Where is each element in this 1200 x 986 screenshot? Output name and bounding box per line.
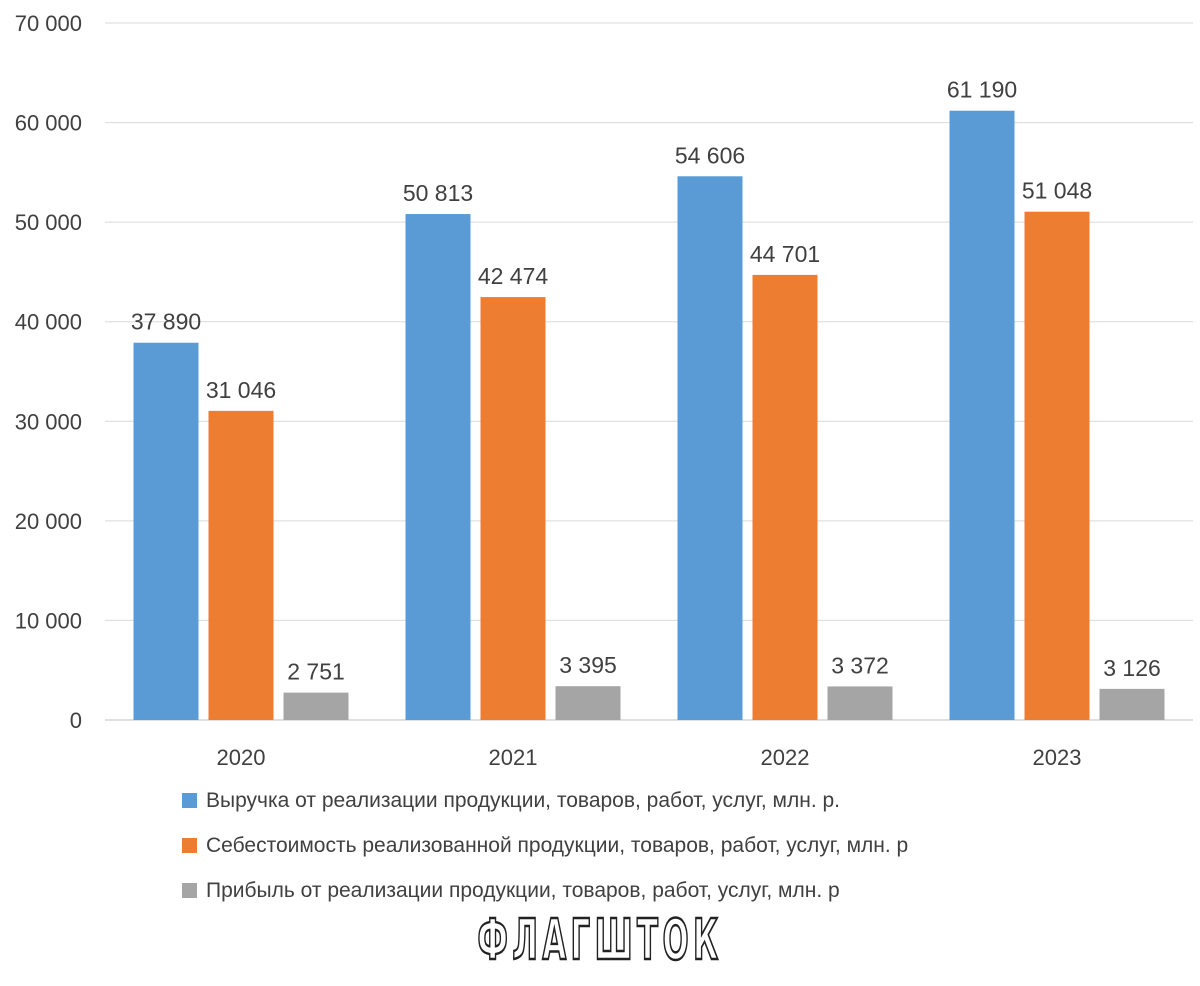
x-tick-label: 2022 — [761, 745, 810, 770]
data-label: 50 813 — [403, 180, 473, 206]
bar — [133, 342, 199, 720]
data-label: 31 046 — [206, 377, 276, 403]
legend-label-profit: Прибыль от реализации продукции, товаров… — [206, 878, 840, 902]
bar — [283, 692, 349, 720]
legend-label-revenue: Выручка от реализации продукции, товаров… — [206, 788, 840, 812]
y-tick-label: 30 000 — [15, 409, 82, 434]
y-tick-label: 10 000 — [15, 608, 82, 633]
bar — [1024, 211, 1090, 721]
data-label: 51 048 — [1022, 178, 1092, 204]
y-tick-label: 60 000 — [15, 111, 82, 136]
flagshtok-logo: ФЛАГШТОК — [477, 907, 723, 975]
bar — [752, 274, 818, 720]
bar — [1099, 688, 1165, 720]
bar — [827, 686, 893, 720]
data-label: 3 372 — [831, 652, 889, 678]
data-label: 61 190 — [947, 77, 1017, 103]
y-tick-label: 50 000 — [15, 210, 82, 235]
data-label: 2 751 — [287, 659, 345, 685]
bar — [208, 410, 274, 720]
legend-item-revenue: Выручка от реализации продукции, товаров… — [182, 778, 908, 823]
bar — [677, 176, 743, 720]
data-label: 3 126 — [1103, 655, 1161, 681]
x-tick-label: 2021 — [489, 745, 538, 770]
legend-item-cost: Себестоимость реализованной продукции, т… — [182, 823, 908, 868]
bar — [949, 110, 1015, 721]
x-tick-label: 2020 — [217, 745, 266, 770]
y-tick-label: 40 000 — [15, 310, 82, 335]
chart-canvas: 0 10 000 20 000 30 000 40 000 50 000 60 000 70 … — [15, 11, 1193, 770]
legend-label-cost: Себестоимость реализованной продукции, т… — [206, 833, 909, 857]
bar — [480, 297, 546, 720]
data-label: 3 395 — [559, 652, 617, 678]
bar — [405, 214, 471, 720]
y-tick-label: 0 — [70, 708, 82, 733]
chart-legend: Выручка от реализации продукции, товаров… — [182, 778, 908, 913]
data-label: 37 890 — [131, 309, 201, 335]
data-label: 44 701 — [750, 241, 820, 267]
x-tick-label: 2023 — [1033, 745, 1082, 770]
data-label: 42 474 — [478, 263, 549, 289]
bar — [555, 686, 621, 720]
legend-swatch-revenue — [182, 793, 197, 808]
legend-swatch-profit — [182, 883, 197, 898]
legend-item-profit: Прибыль от реализации продукции, товаров… — [182, 868, 908, 913]
legend-swatch-cost — [182, 838, 197, 853]
y-tick-label: 70 000 — [15, 11, 82, 36]
y-tick-label: 20 000 — [15, 509, 82, 534]
data-label: 54 606 — [675, 142, 745, 168]
